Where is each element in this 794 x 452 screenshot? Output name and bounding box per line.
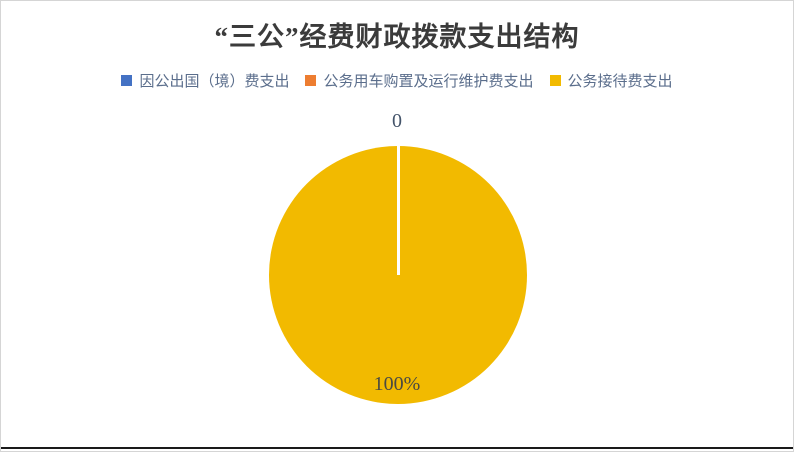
chart-title: “三公”经费财政拨款支出结构 xyxy=(214,22,580,52)
legend-item-abroad-expense: 因公出国（境）费支出 xyxy=(121,70,289,91)
legend-label: 因公出国（境）费支出 xyxy=(139,74,290,90)
legend-swatch-blue-icon xyxy=(121,75,133,86)
bottom-border-rule xyxy=(1,447,793,449)
pie-data-label-100pct: 100% xyxy=(373,373,421,395)
legend-label: 公务接待费支出 xyxy=(567,74,673,90)
pie-slice-divider xyxy=(396,146,400,275)
legend-swatch-gold-icon xyxy=(549,75,561,86)
legend-item-vehicle-expense: 公务用车购置及运行维护费支出 xyxy=(305,70,534,91)
legend-swatch-orange-icon xyxy=(305,75,317,86)
legend-item-reception-expense: 公务接待费支出 xyxy=(549,70,673,91)
legend-label: 公务用车购置及运行维护费支出 xyxy=(323,74,534,90)
pie-slice-reception-100pct xyxy=(269,146,527,404)
chart-legend: 因公出国（境）费支出 公务用车购置及运行维护费支出 公务接待费支出 xyxy=(1,70,793,91)
pie-data-label-zero: 0 xyxy=(392,110,402,132)
